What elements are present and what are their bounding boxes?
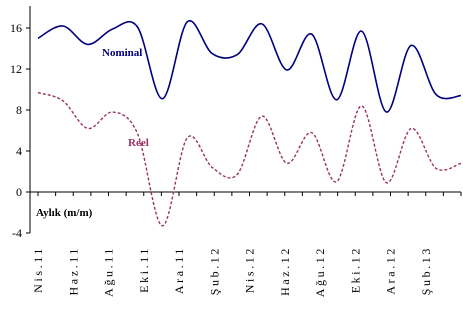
x-tick-label: Eki.11	[137, 246, 151, 293]
x-tick-label: Haz.12	[278, 246, 292, 296]
series-line-reel	[37, 91, 462, 227]
x-tick-label: Şub.12	[207, 246, 221, 295]
x-tick-label: Ara.11	[172, 246, 186, 294]
x-tick-label: Nis.12	[243, 246, 257, 293]
x-tick-label: Eki.12	[348, 246, 362, 293]
series-line-nominal	[37, 19, 462, 113]
x-tick-label: Ağu.12	[313, 246, 327, 297]
series-label-reel: Reel	[128, 137, 149, 149]
x-tick-label: Ara.12	[384, 246, 398, 295]
x-tick-label: Nis.11	[31, 246, 45, 293]
y-tick-label: 0	[16, 185, 22, 199]
y-tick-label: 12	[10, 62, 22, 76]
y-tick-label: -4	[12, 226, 22, 240]
y-tick-label: 8	[16, 103, 22, 117]
x-tick-label: Şub.13	[419, 246, 433, 295]
axis-note: Aylık (m/m)	[36, 207, 93, 219]
series-label-nominal: Nominal	[102, 47, 142, 59]
y-tick-label: 4	[16, 144, 22, 158]
x-tick-label: Ağu.11	[102, 246, 116, 297]
y-tick-label: 16	[10, 21, 22, 35]
x-tick-label: Haz.11	[66, 246, 80, 295]
